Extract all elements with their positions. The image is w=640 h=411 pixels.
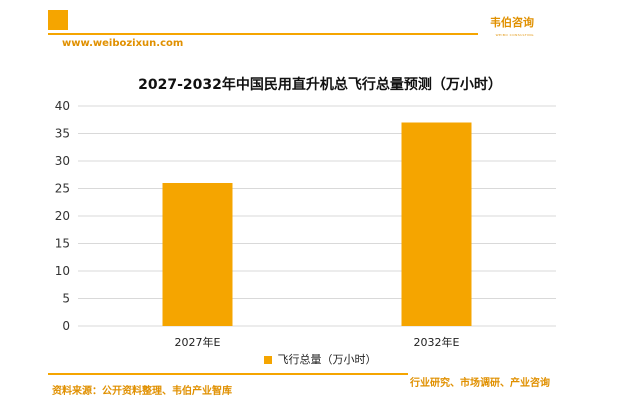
- y-tick-label: 0: [62, 319, 70, 333]
- y-tick-label: 15: [55, 237, 70, 251]
- y-tick-label: 5: [62, 292, 70, 306]
- legend-swatch: [263, 356, 272, 364]
- footer-tagline: 行业研究、市场调研、产业咨询: [410, 378, 550, 389]
- website-url: www.weibozixun.com: [62, 38, 184, 49]
- y-tick-label: 30: [55, 154, 70, 168]
- y-tick-label: 40: [55, 99, 70, 113]
- bar-2: [401, 122, 472, 326]
- footer-rule: [48, 373, 408, 375]
- x-tick-label: 2032年E: [414, 335, 460, 349]
- y-tick-label: 10: [55, 264, 70, 278]
- data-source-note: 资料来源：公开资料整理、韦伯产业智库: [52, 386, 232, 397]
- x-tick-label: 2027年E: [175, 335, 221, 349]
- bar-1: [162, 183, 233, 326]
- y-tick-label: 20: [55, 209, 70, 223]
- legend-label: 飞行总量（万小时）: [277, 353, 377, 366]
- chart-legend: 飞行总量（万小时）: [0, 351, 640, 367]
- brand-square-mark: [48, 10, 68, 30]
- header-rule: [48, 33, 478, 35]
- y-tick-label: 25: [55, 182, 70, 196]
- brand-logo-text: 韦伯咨询: [490, 16, 534, 29]
- y-tick-label: 35: [55, 127, 70, 141]
- brand-logo-subtext: WEIBO CONSULTING: [495, 33, 534, 37]
- chart-title: 2027-2032年中国民用直升机总飞行总量预测（万小时）: [138, 77, 502, 93]
